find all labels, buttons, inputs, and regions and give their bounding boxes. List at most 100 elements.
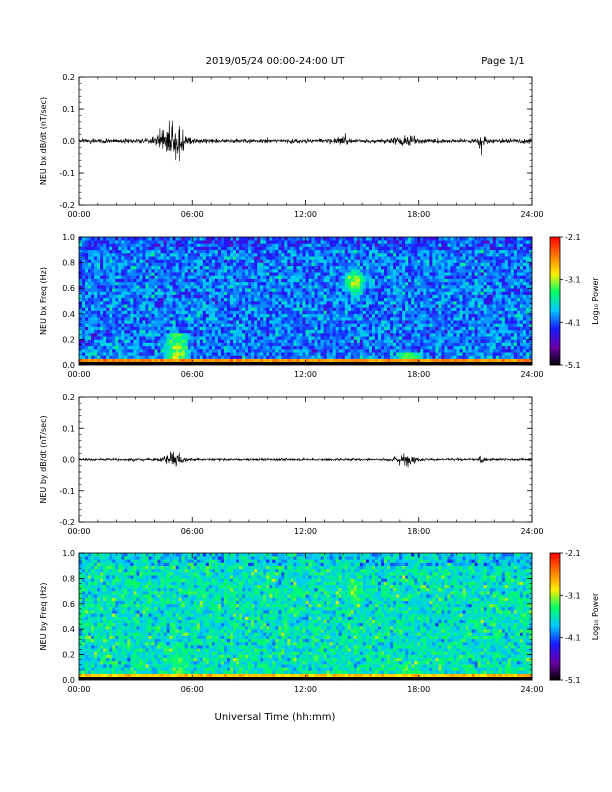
spectrogram-cell: [441, 297, 445, 302]
spectrogram-cell: [94, 301, 98, 305]
spectrogram-cell: [160, 259, 164, 263]
spectrogram-cell: [374, 342, 379, 347]
spectrogram-cell: [281, 329, 285, 334]
spectrogram-cell: [350, 326, 355, 331]
spectrogram-cell: [387, 240, 391, 244]
spectrogram-cell: [314, 345, 318, 350]
spectrogram-cell: [166, 243, 170, 247]
spectrogram-cell: [214, 256, 219, 260]
spectrogram-cell: [190, 342, 195, 347]
spectrogram-cell: [405, 297, 409, 302]
spectrogram-cell: [374, 256, 379, 260]
spectrogram-cell: [178, 275, 182, 279]
spectrogram-cell: [142, 304, 146, 308]
spectrogram-cell: [341, 349, 346, 353]
spectrogram-cell: [245, 265, 249, 270]
spectrogram-cell: [193, 301, 198, 305]
spectrogram-cell: [320, 294, 324, 299]
spectrogram-cell: [217, 301, 222, 305]
spectrogram-cell: [94, 358, 98, 363]
spectrogram-cell: [438, 345, 442, 350]
spectrogram-cell: [263, 310, 267, 315]
spectrogram-cell: [248, 329, 252, 334]
spectrogram-cell: [115, 313, 119, 318]
spectrogram-cell: [326, 317, 330, 321]
spectrogram-cell: [353, 265, 358, 270]
spectrogram-cell: [115, 294, 119, 299]
spectrogram-cell: [359, 285, 364, 289]
spectrogram-cell: [296, 320, 300, 324]
spectrogram-cell: [426, 265, 430, 270]
spectrogram-cell: [414, 333, 418, 337]
spectrogram-cell: [296, 342, 300, 347]
spectrogram-cell: [142, 329, 146, 334]
spectrogram-cell: [417, 281, 421, 286]
spectrogram-cell: [172, 278, 176, 283]
spectrogram-cell: [429, 265, 433, 270]
spectrogram-cell: [184, 265, 189, 270]
spectrogram-cell: [414, 326, 418, 331]
spectrogram-cell: [145, 352, 149, 356]
spectrogram-cell: [362, 313, 367, 318]
spectrogram-cell: [166, 345, 170, 350]
spectrogram-cell: [82, 288, 86, 292]
spectrogram-cell: [326, 259, 330, 263]
spectrogram-cell: [441, 329, 445, 334]
spectrogram-cell: [423, 265, 427, 270]
spectrogram-cell: [393, 355, 397, 359]
spectrogram-cell: [432, 265, 436, 270]
spectrogram-cell: [414, 310, 418, 315]
spectrogram-cell: [390, 304, 394, 308]
spectrogram-cell: [405, 339, 409, 343]
spectrogram-cell: [296, 336, 300, 340]
spectrogram-cell: [239, 297, 243, 302]
spectrogram-cell: [429, 275, 433, 279]
spectrogram-cell: [314, 339, 318, 343]
spectrogram-cell: [236, 320, 240, 324]
spectrogram-cell: [290, 237, 294, 241]
spectrogram-cell: [230, 294, 234, 299]
spectrogram-cell: [365, 288, 370, 292]
spectrogram-cell: [79, 285, 83, 289]
spectrogram-cell: [220, 342, 225, 347]
spectrogram-cell: [302, 349, 306, 353]
spectrogram-cell: [233, 291, 237, 295]
spectrogram-cell: [362, 355, 367, 359]
spectrogram-cell: [136, 345, 140, 350]
spectrogram-cell: [353, 253, 358, 257]
spectrogram-cell: [353, 355, 358, 359]
spectrogram-cell: [260, 339, 264, 343]
spectrogram-cell: [118, 269, 122, 273]
spectrogram-cell: [263, 294, 267, 299]
spectrogram-cell: [214, 307, 219, 311]
spectrogram-cell: [169, 345, 173, 350]
spectrogram-cell: [269, 313, 273, 318]
spectrogram-cell: [230, 320, 234, 324]
spectrogram-cell: [338, 333, 343, 337]
spectrogram-cell: [341, 333, 346, 337]
spectrogram-cell: [426, 310, 430, 315]
spectrogram-cell: [302, 256, 306, 260]
spectrogram-cell: [377, 256, 382, 260]
spectrogram-cell: [260, 253, 264, 257]
spectrogram-cell: [299, 349, 303, 353]
spectrogram-cell: [181, 333, 185, 337]
spectrogram-cell: [175, 265, 179, 270]
spectrogram-cell: [314, 320, 318, 324]
spectrogram-cell: [257, 342, 261, 347]
spectrogram-cell: [299, 342, 303, 347]
spectrogram-cell: [239, 358, 243, 363]
spectrogram-cell: [169, 275, 173, 279]
spectrogram-cell: [275, 269, 279, 273]
spectrogram-cell: [178, 336, 182, 340]
spectrogram-cell: [353, 304, 358, 308]
spectrogram-cell: [169, 355, 173, 359]
spectrogram-cell: [148, 345, 152, 350]
spectrogram-cell: [214, 259, 219, 263]
spectrogram-cell: [311, 253, 315, 257]
spectrogram-cell: [121, 272, 125, 276]
spectrogram-cell: [109, 304, 113, 308]
spectrogram-cell: [239, 323, 243, 327]
spectrogram-cell: [217, 269, 222, 273]
